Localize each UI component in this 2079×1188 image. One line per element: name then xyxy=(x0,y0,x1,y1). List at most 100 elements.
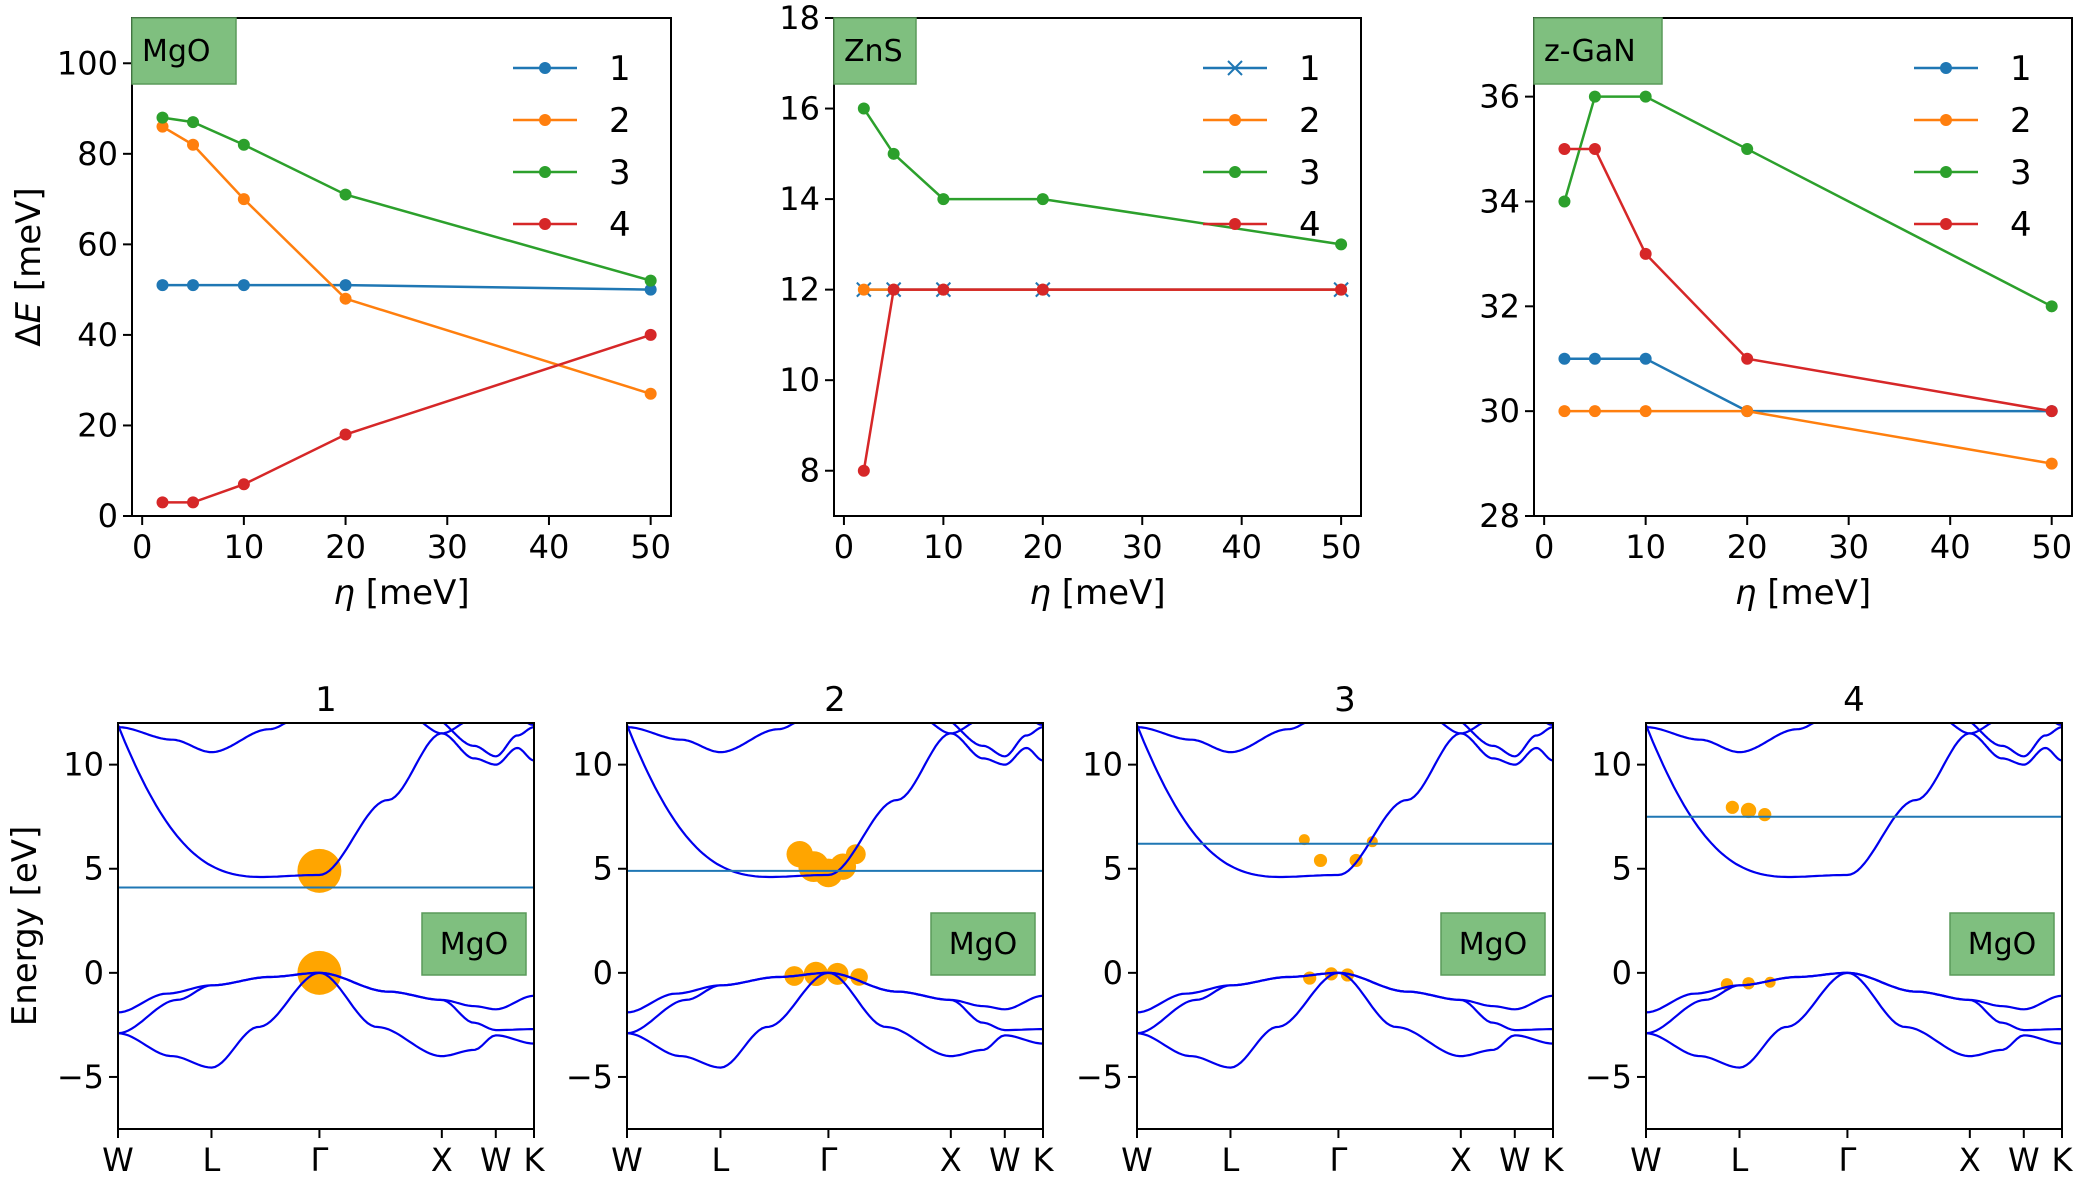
material-label-box xyxy=(1533,17,1663,85)
x-tick-label: 20 xyxy=(1727,528,1768,566)
data-point xyxy=(237,193,250,206)
legend-marker xyxy=(539,218,551,230)
projection-weight xyxy=(1313,853,1328,868)
data-point xyxy=(1588,143,1601,156)
band-line xyxy=(1137,723,1307,754)
data-point xyxy=(156,120,169,133)
x-tick-label: 40 xyxy=(1221,528,1262,566)
band-line xyxy=(118,723,288,754)
y-tick-label: 18 xyxy=(779,0,820,37)
y-tick-label: −5 xyxy=(1076,1058,1123,1096)
x-tick-label: 20 xyxy=(1022,528,1063,566)
data-point xyxy=(1741,143,1754,156)
x-axis-unit: [meV] xyxy=(1051,573,1166,613)
series-line xyxy=(1563,95,2053,308)
y-tick-label: −5 xyxy=(1585,1058,1632,1096)
data-point xyxy=(1639,247,1652,260)
series-line xyxy=(862,107,1342,246)
k-point-label: L xyxy=(1222,1141,1240,1179)
band-line xyxy=(118,971,534,1032)
x-tick-label: 30 xyxy=(1122,528,1163,566)
x-tick-label: 50 xyxy=(630,528,671,566)
y-axis-unit: [meV] xyxy=(9,187,49,302)
x-axis-unit: [meV] xyxy=(355,573,470,613)
k-point-label: L xyxy=(1731,1141,1749,1179)
data-point xyxy=(1639,90,1652,103)
legend-marker xyxy=(1229,218,1241,230)
y-tick-label: 5 xyxy=(593,850,613,888)
y-tick-label: 20 xyxy=(77,406,118,444)
y-tick-label: 10 xyxy=(1591,746,1632,784)
material-label: MgO xyxy=(1968,927,2037,962)
series-2 xyxy=(1558,405,2058,470)
projection-weight xyxy=(850,968,868,986)
y-tick-label: −5 xyxy=(57,1058,104,1096)
series-4 xyxy=(857,283,1348,477)
data-point xyxy=(857,283,870,296)
y-axis-symbol: E xyxy=(9,301,49,323)
x-tick-label: 30 xyxy=(427,528,468,566)
legend-marker xyxy=(1940,62,1952,74)
legend-marker xyxy=(539,114,551,126)
band-line xyxy=(627,971,1043,1032)
data-point xyxy=(644,283,657,296)
data-point xyxy=(1558,195,1571,208)
plot-frame xyxy=(1645,722,2063,1130)
k-point-label: L xyxy=(203,1141,221,1179)
series-3 xyxy=(1558,90,2058,313)
series-2 xyxy=(156,120,657,400)
material-label: MgO xyxy=(949,927,1018,962)
legend-label: 4 xyxy=(609,205,631,245)
series-line xyxy=(162,283,651,291)
data-point xyxy=(644,274,657,287)
band-line xyxy=(442,723,534,758)
y-tick-label: 5 xyxy=(84,850,104,888)
material-label-box xyxy=(131,17,237,85)
legend-marker xyxy=(1940,114,1952,126)
k-point-label: Γ xyxy=(1839,1141,1857,1179)
projection-weight xyxy=(297,848,342,893)
x-axis-symbol: η xyxy=(1735,573,1757,613)
material-label: MgO xyxy=(1459,927,1528,962)
x-tick-label: 10 xyxy=(1625,528,1666,566)
material-label: z-GaN xyxy=(1544,34,1636,69)
legend-marker xyxy=(539,166,551,178)
legend-label: 1 xyxy=(609,49,631,89)
series-3 xyxy=(857,102,1348,251)
y-tick-label: 0 xyxy=(98,497,118,535)
y-tick-label: −5 xyxy=(566,1058,613,1096)
series-line xyxy=(1564,357,2052,413)
material-label-box xyxy=(930,912,1036,976)
plot-area xyxy=(118,723,534,1069)
x-axis-symbol: η xyxy=(333,573,355,613)
x-tick-label: 20 xyxy=(325,528,366,566)
band-line xyxy=(1137,723,1553,879)
y-tick-label: 10 xyxy=(1082,746,1123,784)
k-point-label: W xyxy=(1630,1141,1662,1179)
legend-label: 3 xyxy=(609,153,631,193)
y-tick-label: 10 xyxy=(572,746,613,784)
band-line xyxy=(1646,971,2062,1069)
y-tick-label: 28 xyxy=(1479,497,1520,535)
band-line xyxy=(118,971,534,1069)
band-line xyxy=(627,723,1043,879)
legend-label: 2 xyxy=(2010,101,2032,141)
legend-marker xyxy=(1940,218,1952,230)
k-point-label: L xyxy=(712,1141,730,1179)
k-point-label: K xyxy=(2052,1141,2074,1179)
energy-axis-label: Energy [eV] xyxy=(5,826,45,1027)
data-point xyxy=(2045,300,2058,313)
plot-frame xyxy=(1136,722,1554,1130)
legend-label: 3 xyxy=(2010,153,2032,193)
y-tick-label: 80 xyxy=(77,135,118,173)
data-point xyxy=(1558,143,1571,156)
data-point xyxy=(2045,405,2058,418)
k-point-label: W xyxy=(1121,1141,1153,1179)
projection-weight xyxy=(1725,800,1739,814)
legend-label: 2 xyxy=(1299,101,1321,141)
legend-marker xyxy=(1940,166,1952,178)
legend-marker xyxy=(1227,60,1243,76)
